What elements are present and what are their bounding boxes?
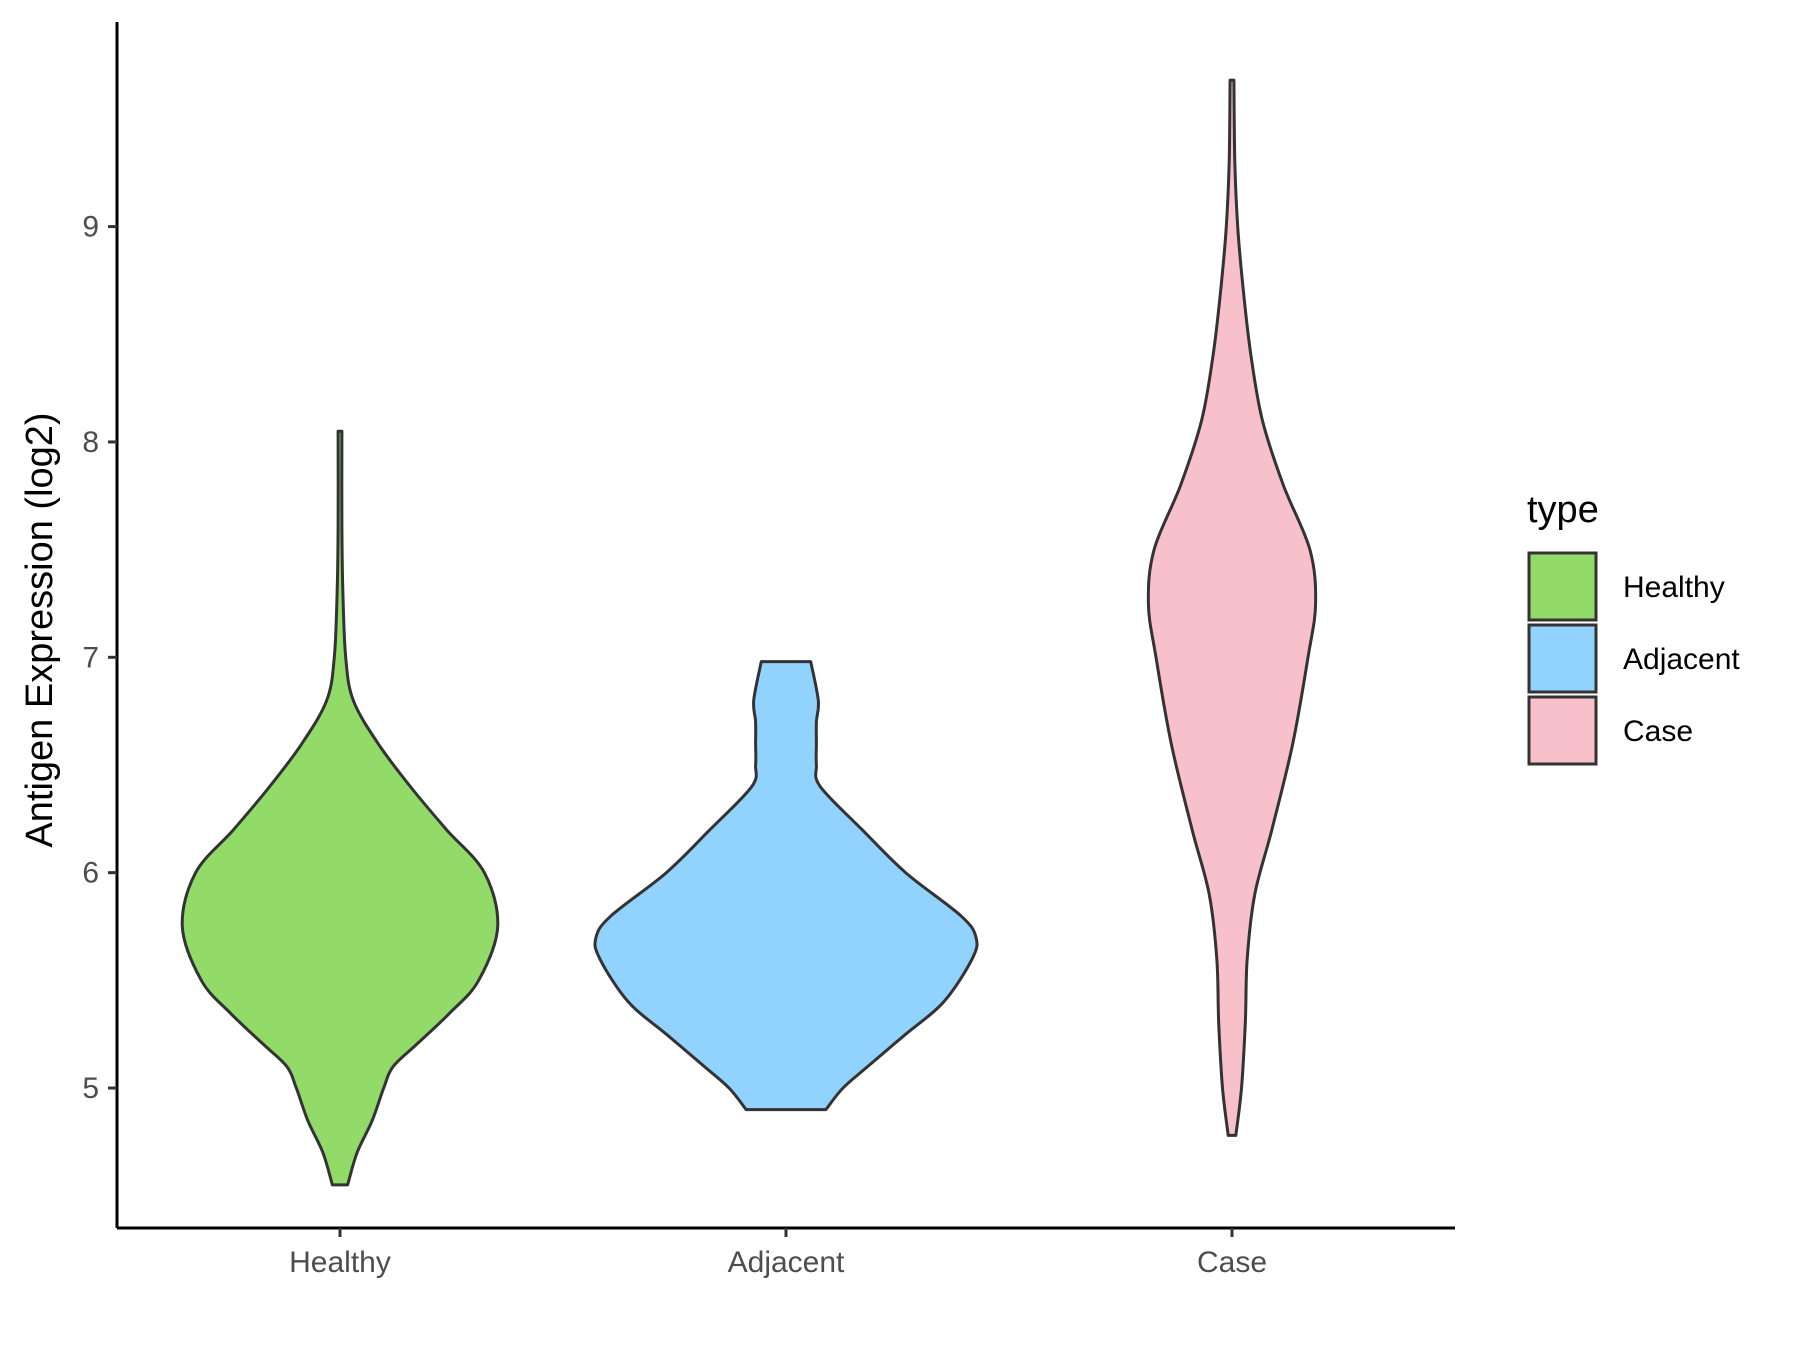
violin-adjacent bbox=[593, 660, 979, 1112]
y-tick-label: 7 bbox=[82, 641, 99, 674]
legend-label-case: Case bbox=[1623, 715, 1693, 748]
violins bbox=[180, 78, 1318, 1187]
x-tick-label-adjacent: Adjacent bbox=[728, 1246, 845, 1279]
y-tick-label: 5 bbox=[82, 1072, 99, 1105]
legend-title: type bbox=[1527, 489, 1599, 531]
legend-label-healthy: Healthy bbox=[1623, 571, 1725, 604]
y-tick-label: 8 bbox=[82, 426, 99, 459]
x-tick-label-healthy: Healthy bbox=[289, 1246, 391, 1279]
violin-case bbox=[1146, 78, 1318, 1137]
violin-healthy bbox=[180, 429, 500, 1187]
legend-key-case bbox=[1527, 695, 1598, 766]
x-axis-ticks: Healthy Adjacent Case bbox=[289, 1228, 1267, 1279]
y-axis-ticks: 5 6 7 8 9 bbox=[82, 211, 117, 1105]
legend-key-healthy bbox=[1527, 551, 1598, 622]
y-tick-label: 6 bbox=[82, 857, 99, 890]
x-tick-label-case: Case bbox=[1197, 1246, 1267, 1279]
y-axis-title: Antigen Expression (log2) bbox=[19, 412, 61, 847]
legend-label-adjacent: Adjacent bbox=[1623, 643, 1740, 676]
legend-key-adjacent bbox=[1527, 623, 1598, 694]
legend: type Healthy Adjacent Case bbox=[1527, 489, 1740, 766]
y-tick-label: 9 bbox=[82, 211, 99, 244]
